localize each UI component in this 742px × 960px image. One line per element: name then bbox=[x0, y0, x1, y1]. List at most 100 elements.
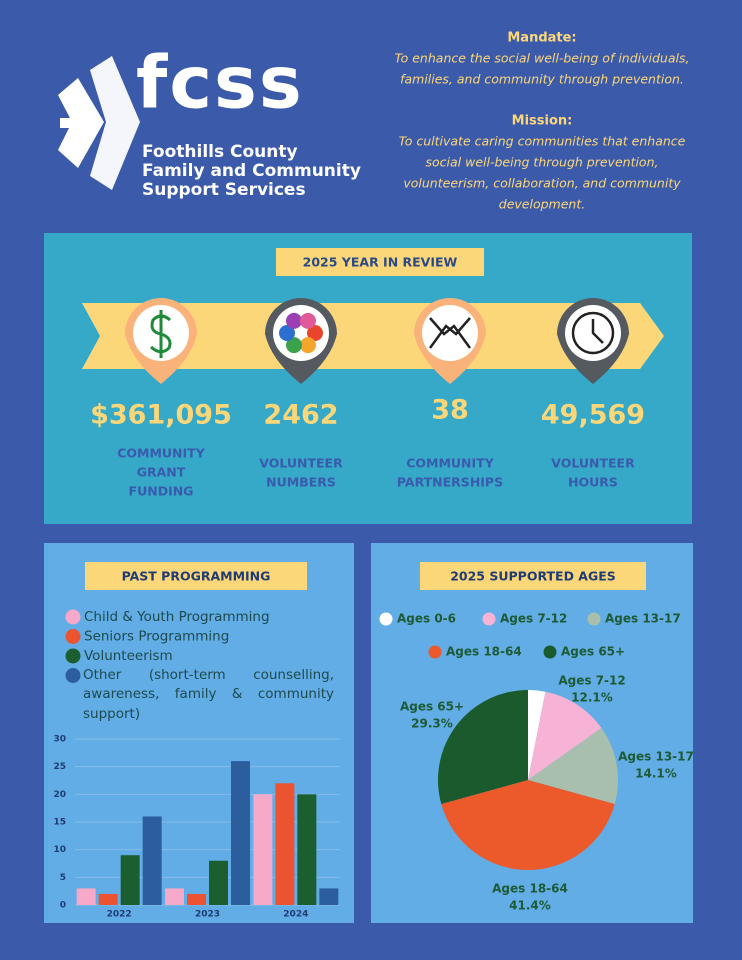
hands-icon bbox=[299, 312, 316, 329]
mandate-label: Mandate: bbox=[507, 31, 576, 46]
bar bbox=[76, 888, 96, 905]
mandate-line: To enhance the social well-being of indi… bbox=[395, 51, 690, 66]
stat-label: VOLUNTEER bbox=[551, 456, 635, 471]
slice-value: 29.3% bbox=[411, 717, 453, 731]
mission-line: social well-being through prevention, bbox=[426, 155, 659, 170]
clock-hands bbox=[591, 319, 604, 344]
y-tick-label: 15 bbox=[53, 818, 66, 828]
x-tick-label: 2023 bbox=[195, 910, 220, 920]
bar bbox=[120, 855, 140, 905]
slice-value: 14.1% bbox=[635, 767, 677, 781]
stat-label: PARTNERSHIPS bbox=[397, 475, 503, 490]
pie-slice bbox=[528, 728, 618, 805]
y-tick-label: 5 bbox=[60, 873, 66, 883]
icon-circle bbox=[422, 305, 478, 361]
stat-label: COMMUNITY bbox=[406, 456, 494, 471]
stat-label: COMMUNITY bbox=[117, 446, 205, 461]
legend-label: Child & Youth Programming bbox=[84, 609, 270, 625]
legend-label: Ages 18-64 bbox=[446, 645, 522, 659]
legend-swatch bbox=[428, 645, 442, 659]
logo-mark bbox=[58, 56, 140, 190]
y-tick-label: 0 bbox=[60, 901, 66, 911]
hands-icon bbox=[307, 325, 323, 341]
mission-label: Mission: bbox=[512, 114, 573, 129]
stat-label: GRANT bbox=[137, 465, 186, 480]
legend-swatch bbox=[65, 648, 81, 664]
logo-text: fcss bbox=[136, 41, 304, 125]
y-tick-label: 20 bbox=[53, 790, 66, 800]
x-tick-label: 2022 bbox=[107, 910, 132, 920]
ribbon bbox=[82, 303, 664, 369]
slice-value: 41.4% bbox=[509, 899, 551, 913]
mission-line: volunteerism, collaboration, and communi… bbox=[403, 176, 681, 191]
y-tick-label: 30 bbox=[53, 735, 66, 745]
pie-slice bbox=[528, 690, 546, 780]
stat-label: VOLUNTEER bbox=[259, 456, 343, 471]
slice-label: Ages 13-17 bbox=[618, 750, 694, 764]
slice-value: 12.1% bbox=[571, 691, 613, 705]
bar bbox=[319, 888, 339, 905]
legend-swatch bbox=[65, 629, 81, 644]
slice-label: Ages 65+ bbox=[400, 700, 464, 714]
org-line: Foothills County bbox=[142, 142, 298, 162]
bar bbox=[187, 893, 206, 905]
pie-slice bbox=[528, 691, 602, 780]
review-items: $361,095 COMMUNITY GRANT FUNDING 2462 VOLUNTE… bbox=[90, 298, 645, 499]
hands-icon bbox=[285, 312, 302, 329]
mandate: Mandate: To enhance the social well-being… bbox=[395, 31, 690, 212]
handshake-icon bbox=[428, 317, 472, 349]
review-panel bbox=[44, 233, 692, 524]
chart-title: 2025 SUPPORTED AGES bbox=[450, 569, 616, 584]
org-line: Support Services bbox=[142, 180, 306, 200]
slice-label: Ages 7-12 bbox=[558, 674, 625, 688]
clock-icon bbox=[571, 311, 615, 355]
legend-label: Ages 0-6 bbox=[397, 612, 456, 626]
stat-label: HOURS bbox=[568, 475, 618, 490]
legend-swatch bbox=[379, 612, 393, 626]
x-tick-label: 2024 bbox=[283, 910, 308, 920]
bar bbox=[253, 794, 273, 905]
y-tick-label: 25 bbox=[53, 762, 66, 772]
stat-value: 49,569 bbox=[541, 400, 645, 431]
bar bbox=[297, 794, 317, 905]
pie-slice bbox=[441, 780, 615, 870]
chart-title-box bbox=[85, 562, 307, 590]
chart-title-box bbox=[420, 562, 646, 590]
bar bbox=[275, 783, 295, 905]
stat-value: 38 bbox=[431, 395, 469, 426]
charts: PAST PROGRAMMING Child & Youth Programmin… bbox=[53, 562, 694, 920]
legend-swatch bbox=[543, 645, 557, 659]
bar bbox=[209, 860, 228, 905]
pie-slice bbox=[437, 690, 528, 805]
hands-icon bbox=[286, 337, 303, 354]
bar bbox=[98, 893, 118, 905]
dollar-icon bbox=[149, 310, 172, 358]
hands-icon bbox=[279, 325, 295, 342]
legend-label-box: Other (short-term counselling, awareness… bbox=[83, 666, 334, 722]
stat-label: NUMBERS bbox=[266, 475, 336, 490]
legend-label: Ages 65+ bbox=[561, 645, 625, 659]
legend-swatch bbox=[482, 612, 496, 626]
org-line: Family and Community bbox=[142, 161, 361, 181]
bar bbox=[142, 816, 162, 905]
mission-line: To cultivate caring communities that enh… bbox=[399, 134, 686, 149]
stat-label: FUNDING bbox=[129, 484, 194, 499]
legend-label: Seniors Programming bbox=[84, 629, 229, 645]
bar bbox=[231, 761, 250, 905]
legend-swatch bbox=[65, 609, 81, 625]
bar bbox=[165, 888, 184, 905]
chart-title: PAST PROGRAMMING bbox=[122, 569, 271, 584]
y-tick-label: 10 bbox=[53, 845, 66, 855]
mandate-line: families, and community through preventi… bbox=[400, 72, 684, 87]
slice-label: Ages 18-64 bbox=[492, 882, 568, 896]
hands-icon bbox=[300, 337, 317, 354]
legend-swatch bbox=[587, 612, 601, 626]
stat-value: 2462 bbox=[263, 400, 338, 431]
legend-label: Ages 7-12 bbox=[500, 612, 567, 626]
legend-label: Other (short-term counselling, awareness… bbox=[83, 666, 334, 722]
stat-value: $361,095 bbox=[90, 400, 232, 431]
legend-swatch bbox=[65, 668, 81, 683]
